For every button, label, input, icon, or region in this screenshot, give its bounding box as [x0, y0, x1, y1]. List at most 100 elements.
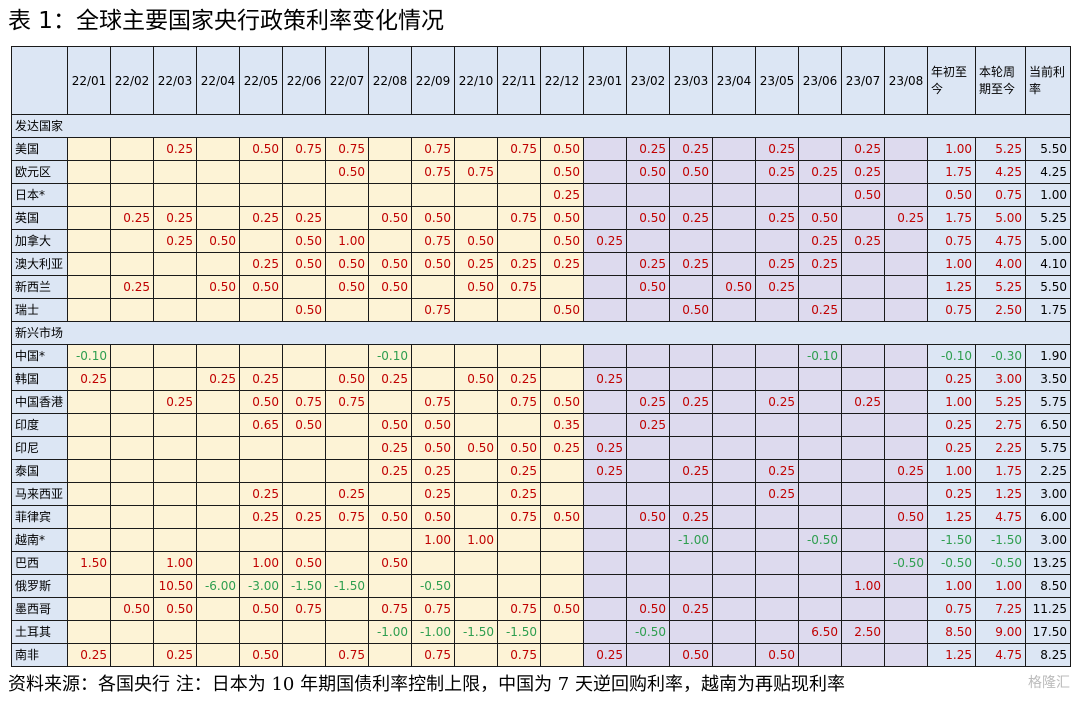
rate-change-cell [110, 298, 154, 322]
rate-change-cell [110, 344, 154, 368]
rate-change-cell [540, 459, 584, 483]
rate-change-cell [196, 137, 240, 161]
header-row: 22/01 22/02 22/03 22/04 22/05 22/06 22/07 22/08… [11, 46, 1071, 115]
rate-change-cell [110, 574, 154, 598]
rate-change-cell [583, 183, 627, 207]
rate-change-cell [67, 183, 111, 207]
rate-change-cell: 0.75 [497, 643, 541, 667]
rate-change-cell [454, 459, 498, 483]
cycle-change-cell: 2.50 [975, 298, 1026, 322]
rate-change-cell: 0.25 [841, 390, 885, 414]
rate-change-cell: 1.00 [325, 229, 369, 253]
rate-change-cell [583, 528, 627, 552]
rate-change-cell: 0.75 [497, 597, 541, 621]
rate-change-cell [712, 436, 756, 460]
current-rate-cell: 5.00 [1025, 229, 1071, 253]
rate-change-cell [110, 367, 154, 391]
rate-change-cell [325, 459, 369, 483]
table-row: 韩国 0.25 0.25 0.25 0.50 0.25 0.50 0.25 0.25 0.25 3.… [11, 367, 1071, 391]
rate-change-cell: 0.25 [454, 252, 498, 276]
rate-change-cell [325, 620, 369, 644]
country-name: 南非 [11, 643, 68, 667]
rate-change-cell: 0.25 [239, 505, 283, 529]
rate-change-cell [497, 413, 541, 437]
rate-change-cell: 0.50 [626, 505, 670, 529]
rate-change-cell: 0.50 [411, 413, 455, 437]
rate-change-cell [67, 160, 111, 184]
rate-change-cell: 0.50 [325, 252, 369, 276]
rate-change-cell [583, 390, 627, 414]
rate-change-cell [669, 574, 713, 598]
rate-change-cell: 0.50 [411, 252, 455, 276]
rate-change-cell [110, 229, 154, 253]
rate-change-cell [712, 505, 756, 529]
rate-change-cell [798, 597, 842, 621]
rate-change-cell [755, 229, 799, 253]
rate-change-cell [583, 574, 627, 598]
current-rate-cell: 1.75 [1025, 298, 1071, 322]
country-name: 印度 [11, 413, 68, 437]
rate-change-cell [282, 275, 326, 299]
rate-change-cell [325, 528, 369, 552]
month-header: 23/06 [798, 46, 842, 115]
section-label: 发达国家 [11, 114, 1071, 138]
rate-change-cell [841, 367, 885, 391]
rate-change-cell [497, 528, 541, 552]
rate-change-cell [67, 574, 111, 598]
ytd-change-cell: 1.00 [927, 459, 976, 483]
table-body: 发达国家 美国 0.25 0.50 0.75 0.75 0.75 0.75 0.50 0.25 0.… [11, 114, 1071, 667]
rate-change-cell [110, 413, 154, 437]
month-header: 22/06 [282, 46, 326, 115]
country-name: 墨西哥 [11, 597, 68, 621]
rate-change-cell [196, 206, 240, 230]
rate-change-cell: 0.25 [325, 482, 369, 506]
rate-change-cell: 0.50 [368, 413, 412, 437]
rate-change-cell: 0.25 [153, 137, 197, 161]
month-header: 23/04 [712, 46, 756, 115]
rate-change-cell [884, 275, 928, 299]
rate-change-cell: 0.25 [153, 390, 197, 414]
rate-change-cell [841, 252, 885, 276]
rate-change-cell [411, 344, 455, 368]
rate-change-cell [454, 137, 498, 161]
rate-change-cell: 0.25 [239, 367, 283, 391]
cycle-change-cell: 2.25 [975, 436, 1026, 460]
rate-change-cell: -1.00 [411, 620, 455, 644]
rate-change-cell: 0.50 [540, 206, 584, 230]
rate-change-cell [841, 413, 885, 437]
rate-change-cell: 0.25 [755, 160, 799, 184]
month-header: 22/10 [454, 46, 498, 115]
ytd-change-cell: 1.00 [927, 390, 976, 414]
rate-change-cell [712, 620, 756, 644]
rate-change-cell: 0.25 [368, 436, 412, 460]
rate-change-cell [239, 183, 283, 207]
rate-change-cell: 0.25 [67, 367, 111, 391]
rate-change-cell: 0.25 [497, 482, 541, 506]
month-header: 22/12 [540, 46, 584, 115]
rate-change-cell [368, 482, 412, 506]
rate-change-cell [626, 551, 670, 575]
rate-change-cell [67, 436, 111, 460]
rate-change-cell: 0.50 [540, 505, 584, 529]
rate-change-cell: -1.00 [669, 528, 713, 552]
rate-change-cell [497, 344, 541, 368]
rate-change-cell [67, 137, 111, 161]
source-note: 资料来源：各国央行 注：日本为 10 年期国债利率控制上限，中国为 7 天逆回购… [8, 674, 845, 695]
rate-change-cell [712, 413, 756, 437]
rate-change-cell [712, 551, 756, 575]
rate-change-cell [841, 298, 885, 322]
rate-change-cell [454, 643, 498, 667]
rate-change-cell: -1.00 [368, 620, 412, 644]
country-name: 中国* [11, 344, 68, 368]
current-rate-cell: 3.50 [1025, 367, 1071, 391]
rate-change-cell [540, 344, 584, 368]
rate-change-cell [454, 344, 498, 368]
rate-change-cell [196, 183, 240, 207]
rate-change-cell [755, 574, 799, 598]
rate-change-cell [196, 528, 240, 552]
rate-change-cell [454, 482, 498, 506]
current-rate-cell: 1.90 [1025, 344, 1071, 368]
rate-change-cell [712, 367, 756, 391]
rate-change-cell [110, 459, 154, 483]
rate-change-cell [712, 252, 756, 276]
